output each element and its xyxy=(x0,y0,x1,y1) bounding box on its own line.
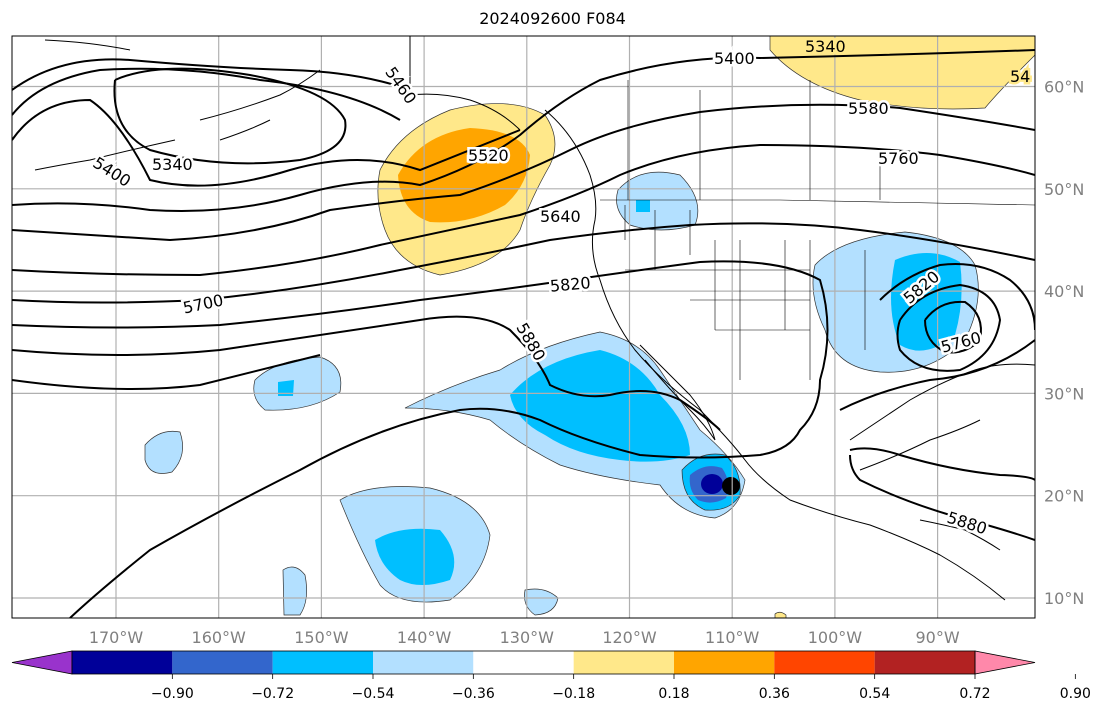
contour-label: 5760 xyxy=(878,149,919,168)
colorbar-segment xyxy=(473,651,574,674)
colorbar-frame xyxy=(71,650,976,675)
political-borders xyxy=(600,80,1035,380)
lon-label: 110°W xyxy=(705,628,760,647)
colorbar-tick-label: 0.36 xyxy=(759,686,790,702)
colorbar-tick-label: −0.36 xyxy=(452,686,495,702)
contour-label: 5640 xyxy=(540,207,581,226)
colorbar-tick-label: 0.54 xyxy=(859,686,890,702)
colorbar-tick-label: 0.18 xyxy=(658,686,689,702)
colorbar-segment xyxy=(674,651,775,674)
lon-label: 90°W xyxy=(916,628,960,647)
negative-anomaly-subtropical-core xyxy=(510,350,690,462)
longitude-labels: 170°W 160°W 150°W 140°W 130°W 120°W 110°W 100°W… xyxy=(89,628,960,647)
contour-label: 5340 xyxy=(152,155,193,174)
contour-label: 54 xyxy=(1010,67,1030,86)
colorbar-tick-label: −0.90 xyxy=(151,686,194,702)
contour-label: 5400 xyxy=(714,49,755,68)
positive-anomaly-canada xyxy=(769,36,1035,110)
latitude-labels: 60°N 50°N 40°N 30°N 20°N 10°N xyxy=(1044,78,1084,609)
lon-label: 140°W xyxy=(397,628,452,647)
colorbar-segment xyxy=(172,651,273,674)
negative-anomaly-hurricane-center xyxy=(701,474,723,494)
map-frame xyxy=(11,35,1036,619)
lon-label: 160°W xyxy=(192,628,247,647)
lat-label: 50°N xyxy=(1044,180,1084,199)
colorbar-tick-label: −0.72 xyxy=(251,686,294,702)
contour-label: 5520 xyxy=(468,146,509,165)
lon-label: 100°W xyxy=(808,628,863,647)
colorbar-segment xyxy=(573,651,674,674)
colorbar-tick-label: −0.54 xyxy=(352,686,395,702)
colorbar-segment xyxy=(72,651,173,674)
lon-label: 120°W xyxy=(602,628,657,647)
colorbar-extend-high xyxy=(974,650,1036,675)
colorbar-tick-label: −0.18 xyxy=(552,686,595,702)
lon-label: 150°W xyxy=(294,628,349,647)
contour-label: 5340 xyxy=(805,37,846,56)
lon-label: 130°W xyxy=(500,628,555,647)
colorbar-segment xyxy=(373,651,474,674)
contour-label: 5580 xyxy=(848,99,889,118)
map-area: 5340 5400 5400 5460 5520 5580 5640 5700 … xyxy=(12,36,1035,618)
map-title: 2024092600 F084 xyxy=(479,9,626,28)
colorbar-segment xyxy=(272,651,373,674)
lat-label: 10°N xyxy=(1044,589,1084,608)
height-contours xyxy=(12,49,1035,618)
negative-anomaly-pnw xyxy=(616,171,699,231)
coastlines xyxy=(34,36,1035,601)
colorbar: −0.90 −0.72 −0.54 −0.36 −0.18 0.18 0.36 0.54 0.7… xyxy=(11,650,1091,702)
lat-label: 40°N xyxy=(1044,282,1084,301)
lat-label: 60°N xyxy=(1044,78,1084,97)
lat-label: 20°N xyxy=(1044,487,1084,506)
colorbar-extend-low xyxy=(11,650,73,675)
contour-label: 5820 xyxy=(549,273,591,295)
grid-lines xyxy=(12,36,1035,618)
colorbar-segment xyxy=(874,651,975,674)
lat-label: 30°N xyxy=(1044,384,1084,403)
colorbar-segment xyxy=(774,651,875,674)
colorbar-tick-label: 0.90 xyxy=(1060,686,1091,702)
colorbar-tick-label: 0.72 xyxy=(959,686,990,702)
hurricane-marker xyxy=(722,477,740,495)
lon-label: 170°W xyxy=(89,628,144,647)
